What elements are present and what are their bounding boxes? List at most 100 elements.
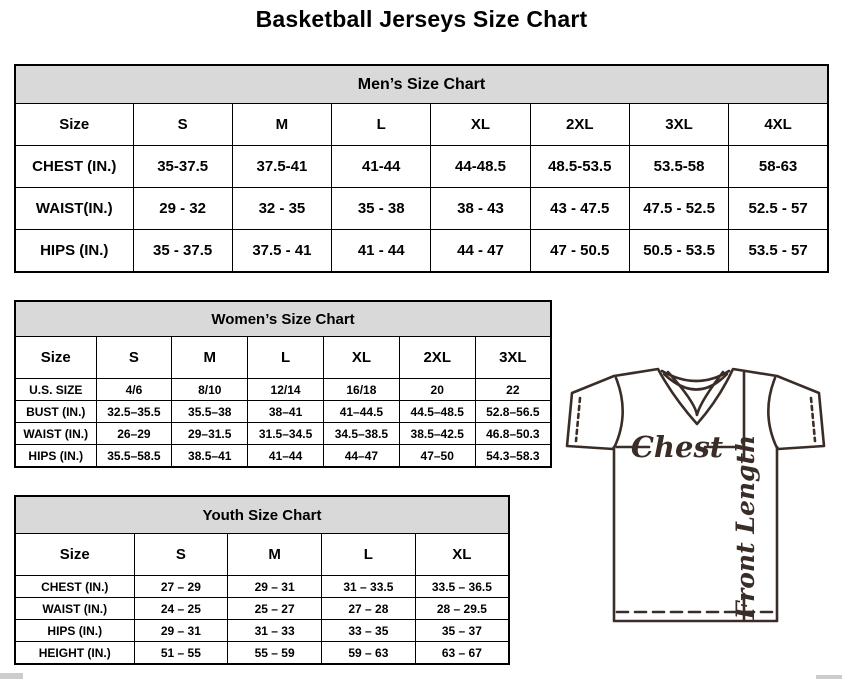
column-header: 3XL [474,336,552,379]
table-cell: 34.5–38.5 [322,422,400,445]
table-cell: 53.5-58 [628,145,730,188]
table-cell: 41-44 [331,145,432,188]
table-cell: 29 – 31 [227,575,322,598]
row-label: U.S. SIZE [14,378,97,401]
table-cell: 46.8–50.3 [474,422,552,445]
chest-label: Chest [631,430,724,464]
table-cell: 29 - 32 [132,187,233,230]
column-header: L [321,533,416,576]
table-cell: 32.5–35.5 [95,400,173,423]
column-header-row: Size S M L XL 2XL 3XL [14,336,552,379]
table-cell: 58-63 [728,145,829,188]
column-header-row: Size S M L XL [14,533,510,576]
table-cell: 44.5–48.5 [398,400,476,423]
size-column-header: Size [14,103,134,146]
table-cell: 52.5 - 57 [728,187,829,230]
table-cell: 35 – 37 [414,619,510,642]
mens-size-table: Men’s Size Chart Size S M L XL 2XL 3XL 4XL CHEST … [14,64,829,273]
table-cell: 22 [474,378,552,401]
table-row: WAIST(IN.) 29 - 32 32 - 35 35 - 38 38 - 43 43… [14,187,829,230]
column-header: 3XL [628,103,730,146]
table-cell: 41 - 44 [331,229,432,273]
youth-size-table: Youth Size Chart Size S M L XL CHEST (IN.) 27 –… [14,495,510,665]
collar-inner-v [666,370,725,417]
column-header: S [132,103,233,146]
table-cell: 28 – 29.5 [414,597,510,620]
collar-band-arc-inner [662,372,729,391]
table-cell: 35 - 38 [331,187,432,230]
table-cell: 24 – 25 [133,597,229,620]
right-cuff-dashed-line [809,396,817,443]
table-cell: 31 – 33 [227,619,322,642]
scrollbar-fragment-left[interactable] [0,673,23,679]
table-cell: 20 [398,378,476,401]
table-cell: 38 - 43 [430,187,531,230]
column-header: M [227,533,322,576]
table-cell: 47–50 [398,444,476,468]
jersey-outline-path [565,367,826,623]
column-header: M [231,103,333,146]
table-row: U.S. SIZE 4/6 8/10 12/14 16/18 20 22 [14,378,552,401]
table-cell: 44–47 [322,444,400,468]
table-cell: 44-48.5 [430,145,531,188]
table-cell: 27 – 29 [133,575,229,598]
table-cell: 41–44 [247,444,324,468]
column-header: 2XL [398,336,476,379]
size-column-header: Size [14,336,97,379]
table-cell: 47.5 - 52.5 [628,187,730,230]
table-row: CHEST (IN.) 27 – 29 29 – 31 31 – 33.5 33.5 –… [14,575,510,598]
table-cell: 31.5–34.5 [247,422,324,445]
table-cell: 41–44.5 [322,400,400,423]
column-header: XL [322,336,400,379]
row-label: BUST (IN.) [14,400,97,423]
table-cell: 35 - 37.5 [132,229,233,273]
table-row: CHEST (IN.) 35-37.5 37.5-41 41-44 44-48.5 48.… [14,145,829,188]
row-label: CHEST (IN.) [14,145,134,188]
row-label: HEIGHT (IN.) [14,641,135,665]
table-cell: 50.5 - 53.5 [628,229,730,273]
table-cell: 52.8–56.5 [474,400,552,423]
table-cell: 29 – 31 [133,619,229,642]
table-title: Women’s Size Chart [14,300,552,337]
scrollbar-fragment-right[interactable] [816,675,842,679]
page-title: Basketball Jerseys Size Chart [255,6,588,32]
table-cell: 59 – 63 [321,641,416,665]
table-title-row: Men’s Size Chart [14,64,829,104]
left-sleeve-seam [612,376,624,450]
table-row: HEIGHT (IN.) 51 – 55 55 – 59 59 – 63 63 – 67 [14,641,510,665]
table-title: Men’s Size Chart [14,64,829,104]
column-header: L [247,336,324,379]
table-cell: 44 - 47 [430,229,531,273]
table-cell: 38.5–42.5 [398,422,476,445]
table-cell: 63 – 67 [414,641,510,665]
column-header: S [133,533,229,576]
table-cell: 27 – 28 [321,597,416,620]
table-cell: 31 – 33.5 [321,575,416,598]
table-cell: 55 – 59 [227,641,322,665]
table-cell: 43 - 47.5 [529,187,630,230]
column-header: L [331,103,432,146]
row-label: WAIST(IN.) [14,187,134,230]
table-row: HIPS (IN.) 35 - 37.5 37.5 - 41 41 - 44 44 - … [14,229,829,273]
size-column-header: Size [14,533,135,576]
womens-size-table: Women’s Size Chart Size S M L XL 2XL 3XL U.S. SI… [14,300,552,468]
table-title: Youth Size Chart [14,495,510,534]
right-sleeve-seam [767,376,779,450]
table-row: WAIST (IN.) 24 – 25 25 – 27 27 – 28 28 – 29.… [14,597,510,620]
column-header: XL [430,103,531,146]
table-cell: 8/10 [171,378,249,401]
column-header: M [171,336,249,379]
table-cell: 54.3–58.3 [474,444,552,468]
table-row: WAIST (IN.) 26–29 29–31.5 31.5–34.5 34.5–38.… [14,422,552,445]
left-cuff-dashed-line [574,396,582,443]
table-cell: 16/18 [322,378,400,401]
table-cell: 38.5–41 [171,444,249,468]
table-cell: 47 - 50.5 [529,229,630,273]
table-cell: 26–29 [95,422,173,445]
column-header: 4XL [728,103,829,146]
front-length-label: Front Length [731,435,760,620]
table-row: HIPS (IN.) 29 – 31 31 – 33 33 – 35 35 – 37 [14,619,510,642]
table-cell: 37.5 - 41 [231,229,333,273]
table-row: BUST (IN.) 32.5–35.5 35.5–38 38–41 41–44.5 44… [14,400,552,423]
table-cell: 4/6 [95,378,173,401]
